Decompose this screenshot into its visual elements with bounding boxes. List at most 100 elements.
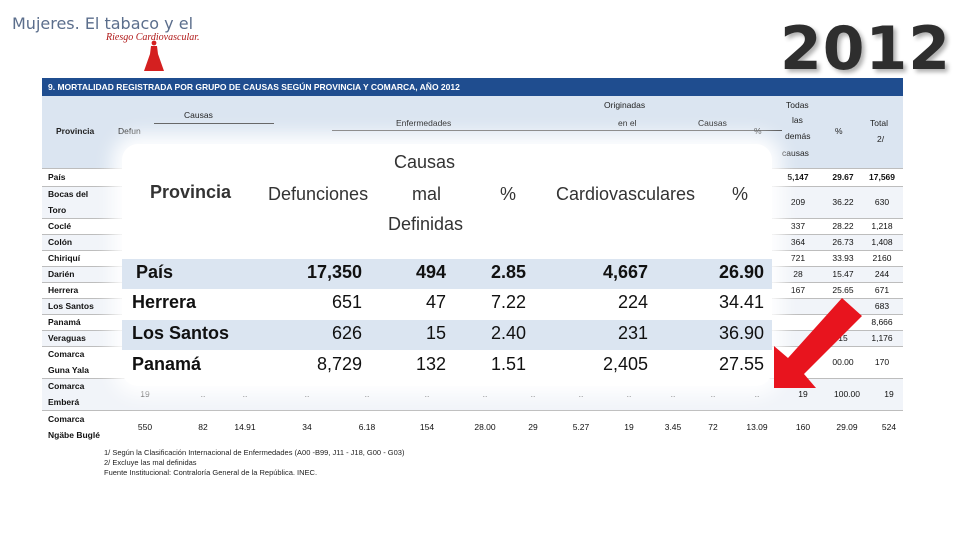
row-province: Comarca — [48, 349, 85, 359]
header-causas: Causas — [184, 110, 213, 120]
row-value: 13.09 — [746, 422, 768, 432]
zoom-header-mal: mal — [412, 184, 442, 204]
zoom-header-provincia: Provincia — [150, 182, 232, 202]
row-province: País — [48, 172, 66, 182]
zoom-header-definidas: Definidas — [388, 214, 464, 234]
row-value: 72 — [708, 422, 718, 432]
row-province-line2: Guna Yala — [48, 365, 89, 375]
row-value: 5.27 — [572, 422, 590, 432]
footnote: 2/ Excluye las mal definidas — [104, 458, 197, 467]
row-value: 154 — [419, 422, 435, 432]
table-footnotes: 1/ Según la Clasificación Internacional … — [104, 448, 404, 478]
zoom-row-pct-cardio: 26.90 — [718, 262, 764, 282]
row-value: 19 — [624, 422, 634, 432]
row-value: 1,176 — [871, 333, 893, 343]
row-value: .. — [482, 389, 488, 399]
zoom-row-cardio: 4,667 — [602, 262, 648, 282]
zoom-row-los-santos: Los Santos 626 15 2.40 231 36.90 — [122, 320, 772, 350]
row-value: 671 — [874, 285, 890, 295]
zoom-row-mal-definidas: 15 — [425, 323, 446, 343]
zoom-row-defunciones: 651 — [331, 292, 362, 312]
zoom-row-defunciones: 626 — [331, 323, 362, 343]
zoom-row-herrera: Herrera 651 47 7.22 224 34.41 — [122, 289, 772, 319]
row-value: 524 — [881, 422, 897, 432]
row-value: 6.18 — [358, 422, 376, 432]
row-value: .. — [304, 389, 310, 399]
row-value: 14.91 — [234, 422, 256, 432]
row-value: 28.00 — [474, 422, 496, 432]
zoom-row-pct: 2.85 — [490, 262, 526, 282]
row-value: 17,569 — [869, 172, 895, 182]
zoomed-summary-table: Causas Provincia Defunciones mal % Cardi… — [122, 144, 772, 386]
row-value: .. — [424, 389, 430, 399]
row-value: 3.45 — [664, 422, 682, 432]
row-value: 5,147 — [787, 172, 809, 182]
row-value: 160 — [795, 422, 811, 432]
row-value: 2160 — [872, 253, 892, 263]
row-value: 15.47 — [832, 269, 854, 279]
header-las: las — [792, 115, 803, 125]
slide-brand-subtitle: Riesgo Cardiovascular. — [106, 32, 200, 43]
row-value: 8,666 — [871, 317, 893, 327]
header-pct: % — [754, 126, 762, 136]
header-provincia: Provincia — [56, 126, 95, 136]
row-value: 29.67 — [832, 172, 854, 182]
row-value: .. — [670, 389, 676, 399]
row-province-line2: Emberá — [48, 397, 80, 407]
zoom-row-panama: Panamá 8,729 132 1.51 2,405 27.55 — [122, 351, 772, 381]
zoom-header-cardiovasculares: Cardiovasculares — [556, 184, 696, 204]
header-enfermedades: Enfermedades — [396, 118, 452, 128]
year-heading: 2012 — [780, 14, 951, 84]
zoom-row-pct: 1.51 — [490, 354, 526, 374]
header-causas-2: Causas — [698, 118, 727, 128]
row-value: .. — [710, 389, 716, 399]
header-causas-3: causas — [782, 148, 809, 158]
zoom-row-province: Los Santos — [132, 323, 230, 343]
zoom-header-pct: % — [500, 184, 517, 204]
zoom-row-pct: 2.40 — [490, 323, 526, 343]
row-value: 170 — [874, 357, 890, 367]
zoom-row-pct: 7.22 — [490, 292, 526, 312]
row-value: 1,218 — [871, 221, 893, 231]
row-value: 550 — [137, 422, 153, 432]
row-value: 82 — [198, 422, 208, 432]
row-value: 34 — [302, 422, 312, 432]
row-province: Veraguas — [48, 333, 86, 343]
zoom-row-province: País — [136, 262, 174, 282]
row-value: 364 — [790, 237, 806, 247]
row-value: 721 — [790, 253, 806, 263]
zoom-row-cardio: 224 — [617, 292, 648, 312]
header-divider — [154, 123, 274, 124]
zoom-header-causas: Causas — [394, 152, 456, 172]
row-province: Chiriquí — [48, 253, 81, 263]
row-value: 26.73 — [832, 237, 854, 247]
footnote-source: Fuente Institucional: Contraloría Genera… — [104, 468, 318, 477]
row-value: .. — [530, 389, 536, 399]
zoom-row-province: Panamá — [132, 354, 202, 374]
header-total: Total — [870, 118, 888, 128]
row-value: 630 — [874, 197, 890, 207]
zoom-header-defunciones: Defunciones — [268, 184, 369, 204]
row-value: 15 — [838, 333, 848, 343]
row-province: Herrera — [48, 285, 79, 295]
row-province: Comarca — [48, 381, 85, 391]
row-province: Panamá — [48, 317, 81, 327]
zoom-row-mal-definidas: 47 — [425, 292, 446, 312]
footnote: 1/ Según la Clasificación Internacional … — [104, 448, 405, 457]
header-originadas: Originadas — [604, 100, 646, 110]
row-value: 19 — [884, 389, 894, 399]
row-province: Coclé — [48, 221, 72, 231]
header-en-el: en el — [618, 118, 637, 128]
zoom-header-pct-2: % — [732, 184, 749, 204]
header-divider — [332, 130, 782, 131]
row-value: .. — [626, 389, 632, 399]
row-value: 29 — [528, 422, 538, 432]
zoom-row-pct-cardio: 36.90 — [718, 323, 764, 343]
row-province: Colón — [48, 237, 73, 247]
zoom-row-cardio: 231 — [617, 323, 648, 343]
row-province: Comarca — [48, 414, 85, 424]
row-value: 28.22 — [832, 221, 854, 231]
zoom-row-province: Herrera — [132, 292, 197, 312]
row-value: .. — [200, 389, 206, 399]
row-province: Bocas del — [48, 189, 89, 199]
